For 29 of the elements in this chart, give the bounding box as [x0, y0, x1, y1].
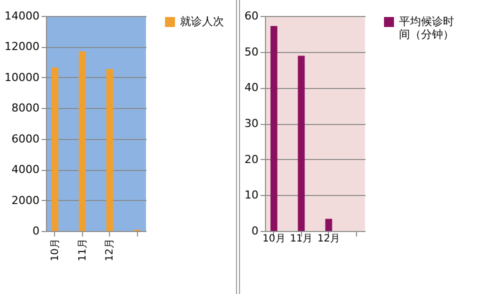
legend-label: 平均候诊时间（分钟）: [399, 15, 454, 41]
x-tick-label: 11月: [290, 234, 313, 244]
y-tick-label: 4000: [12, 163, 40, 176]
y-tick-label: 12000: [4, 40, 40, 54]
bar: [298, 56, 305, 231]
x-tick-label: 11月: [77, 238, 88, 262]
y-tick-label: 0: [252, 224, 258, 238]
x-tick-label: 10月: [50, 238, 61, 262]
y-tick-label: 0: [32, 224, 40, 238]
y-tick-label: 8000: [12, 102, 40, 115]
x-tick-label: 12月: [104, 238, 116, 262]
y-tick-label: 2000: [12, 194, 40, 207]
bar: [78, 51, 86, 231]
y-tick-label: 30: [244, 117, 258, 130]
y-tick-label: 10: [244, 188, 258, 202]
bar: [106, 68, 114, 231]
y-tick-label: 10000: [4, 70, 40, 84]
x-tick-label: 12月: [317, 234, 340, 244]
x-tick-label: 10月: [262, 234, 286, 244]
y-tick-label: 50: [244, 45, 258, 58]
y-tick-label: 40: [244, 81, 258, 94]
y-tick-label: 60: [244, 10, 258, 22]
y-tick-label: 14000: [4, 10, 40, 22]
y-tick-label: 20: [244, 152, 258, 166]
bar: [270, 26, 278, 231]
bar: [51, 67, 58, 231]
y-tick-label: 6000: [12, 132, 40, 146]
bar: [325, 218, 332, 231]
legend-label: 就诊人次: [180, 15, 224, 28]
